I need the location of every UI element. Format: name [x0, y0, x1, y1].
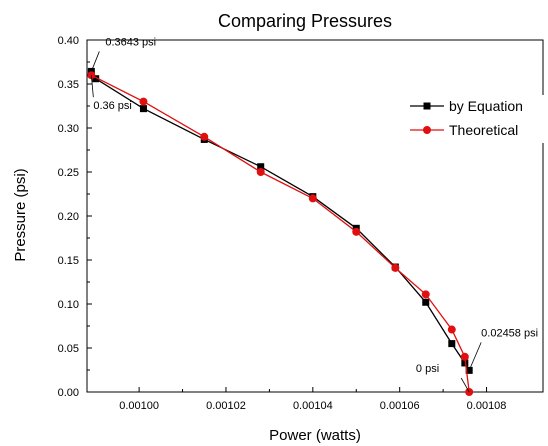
- legend-label-theoretical: Theoretical: [449, 122, 518, 138]
- annotation-arrow: [90, 51, 100, 72]
- annotation-arrow: [90, 75, 94, 98]
- x-tick-label: 0.00102: [206, 400, 246, 412]
- annotation-arrow: [460, 377, 470, 393]
- annotation-label: 0 psi: [416, 363, 439, 375]
- data-point-theoretical: [256, 168, 265, 176]
- x-tick-label: 0.00108: [467, 400, 507, 412]
- legend-marker-by-equation: [423, 102, 431, 110]
- x-axis-label: Power (watts): [269, 427, 361, 444]
- annotation-arrow: [468, 342, 482, 371]
- y-tick-label: 0.35: [58, 79, 79, 91]
- y-tick-label: 0.15: [58, 255, 79, 267]
- data-point-theoretical: [200, 132, 209, 141]
- data-point-theoretical: [460, 352, 469, 361]
- y-tick-label: 0.30: [58, 123, 79, 135]
- data-point-theoretical: [308, 194, 317, 203]
- legend-label-by-equation: by Equation: [449, 98, 523, 114]
- y-tick-label: 0.10: [58, 299, 79, 311]
- x-axis-ticks: 0.00100 0.00102 0.00104 0.00106 0.00108: [119, 387, 506, 412]
- x-tick-label: 0.00104: [293, 400, 333, 412]
- data-point-theoretical: [139, 97, 148, 106]
- plot-frame: [86, 39, 544, 393]
- annotations-layer: 0.3643 psi 0.36 psi 0.02458 psi 0 psi: [90, 36, 538, 393]
- y-tick-label: 0.05: [58, 343, 79, 355]
- y-axis-ticks: 0.00 0.05 0.10 0.15 0.20 0.25 0.30 0.35 0.40: [58, 35, 92, 399]
- data-point-theoretical: [352, 227, 361, 236]
- data-point-by-equation: [92, 75, 100, 83]
- data-point-by-equation: [139, 105, 147, 113]
- y-tick-label: 0.00: [58, 387, 79, 399]
- legend-marker-theoretical: [423, 126, 431, 134]
- annotation-label: 0.02458 psi: [481, 327, 538, 339]
- data-point-theoretical: [421, 290, 430, 299]
- y-tick-label: 0.25: [58, 167, 79, 179]
- legend: by Equation Theoretical: [407, 95, 548, 143]
- data-point-by-equation: [257, 163, 265, 171]
- data-point-by-equation: [461, 359, 469, 367]
- annotation-label: 0.3643 psi: [105, 36, 156, 48]
- x-tick-label: 0.00106: [380, 400, 420, 412]
- y-axis-label: Pressure (psi): [12, 168, 29, 261]
- data-point-theoretical: [391, 263, 400, 272]
- data-point-theoretical: [447, 325, 456, 334]
- chart-title: Comparing Pressures: [218, 11, 392, 31]
- annotation-label: 0.36 psi: [93, 100, 132, 112]
- data-point-by-equation: [448, 340, 456, 348]
- y-tick-label: 0.20: [58, 211, 79, 223]
- y-tick-label: 0.40: [58, 35, 79, 47]
- x-tick-label: 0.00100: [119, 400, 159, 412]
- data-point-by-equation: [422, 298, 430, 306]
